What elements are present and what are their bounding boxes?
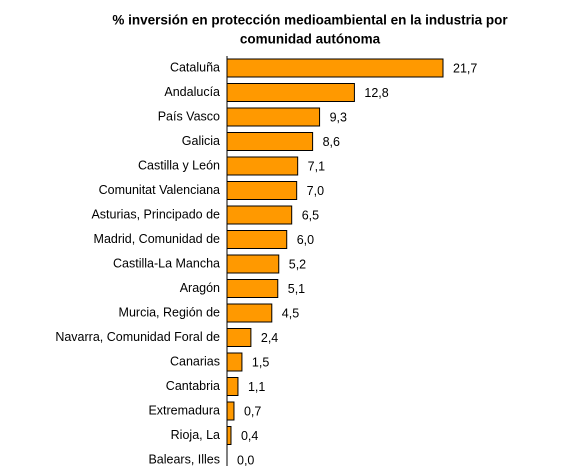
data-label: 5,2 xyxy=(289,257,306,271)
y-tick-label: Comunitat Valenciana xyxy=(99,183,220,197)
bar xyxy=(226,156,299,176)
data-label: 4,5 xyxy=(282,306,299,320)
data-label: 0,4 xyxy=(241,429,258,443)
y-tick-label: Asturias, Principado de xyxy=(91,207,220,221)
bar xyxy=(226,303,273,323)
data-label: 5,1 xyxy=(288,282,305,296)
bar xyxy=(226,328,252,347)
data-label: 12,8 xyxy=(364,86,388,100)
y-tick-label: Castilla-La Mancha xyxy=(113,256,220,270)
data-label: 2,4 xyxy=(261,331,278,345)
y-tick-label: País Vasco xyxy=(158,109,220,123)
data-label: 1,5 xyxy=(252,355,269,369)
y-tick-label: Madrid, Comunidad de xyxy=(94,232,221,246)
bar xyxy=(226,83,355,102)
bar xyxy=(226,205,293,225)
y-tick-label: Canarias xyxy=(170,354,220,368)
y-tick-label: Balears, Illes xyxy=(148,452,220,466)
bar xyxy=(226,181,298,200)
bar xyxy=(226,132,314,151)
y-tick-label: Cataluña xyxy=(170,60,220,74)
y-tick-label: Galicia xyxy=(182,134,220,148)
data-label: 6,5 xyxy=(302,208,319,222)
y-tick-label: Aragón xyxy=(180,281,220,295)
data-label: 7,1 xyxy=(308,159,325,173)
y-tick-label: Extremadura xyxy=(148,403,220,417)
data-label: 7,0 xyxy=(307,184,324,198)
y-tick-label: Navarra, Comunidad Foral de xyxy=(55,330,220,344)
y-tick-label: Castilla y León xyxy=(138,158,220,172)
bar xyxy=(226,254,280,274)
bar xyxy=(226,401,235,421)
bar xyxy=(226,279,279,298)
data-label: 21,7 xyxy=(453,61,477,75)
bar xyxy=(226,426,232,445)
data-label: 8,6 xyxy=(323,135,340,149)
data-label: 1,1 xyxy=(248,380,265,394)
y-tick-label: Rioja, La xyxy=(171,428,220,442)
data-label: 6,0 xyxy=(297,233,314,247)
chart-title: comunidad autónoma xyxy=(240,32,381,47)
bar xyxy=(226,352,243,372)
chart-title: % inversión en protección medioambiental… xyxy=(112,13,508,28)
data-label: 0,7 xyxy=(244,404,261,418)
data-label: 0,0 xyxy=(237,453,254,466)
y-tick-label: Murcia, Región de xyxy=(119,305,220,319)
bar xyxy=(226,230,288,249)
y-tick-label: Andalucía xyxy=(164,85,220,99)
y-tick-label: Cantabria xyxy=(166,379,220,393)
data-label: 9,3 xyxy=(330,110,347,124)
bar xyxy=(226,107,321,127)
bar xyxy=(226,58,444,78)
bar xyxy=(226,377,239,396)
